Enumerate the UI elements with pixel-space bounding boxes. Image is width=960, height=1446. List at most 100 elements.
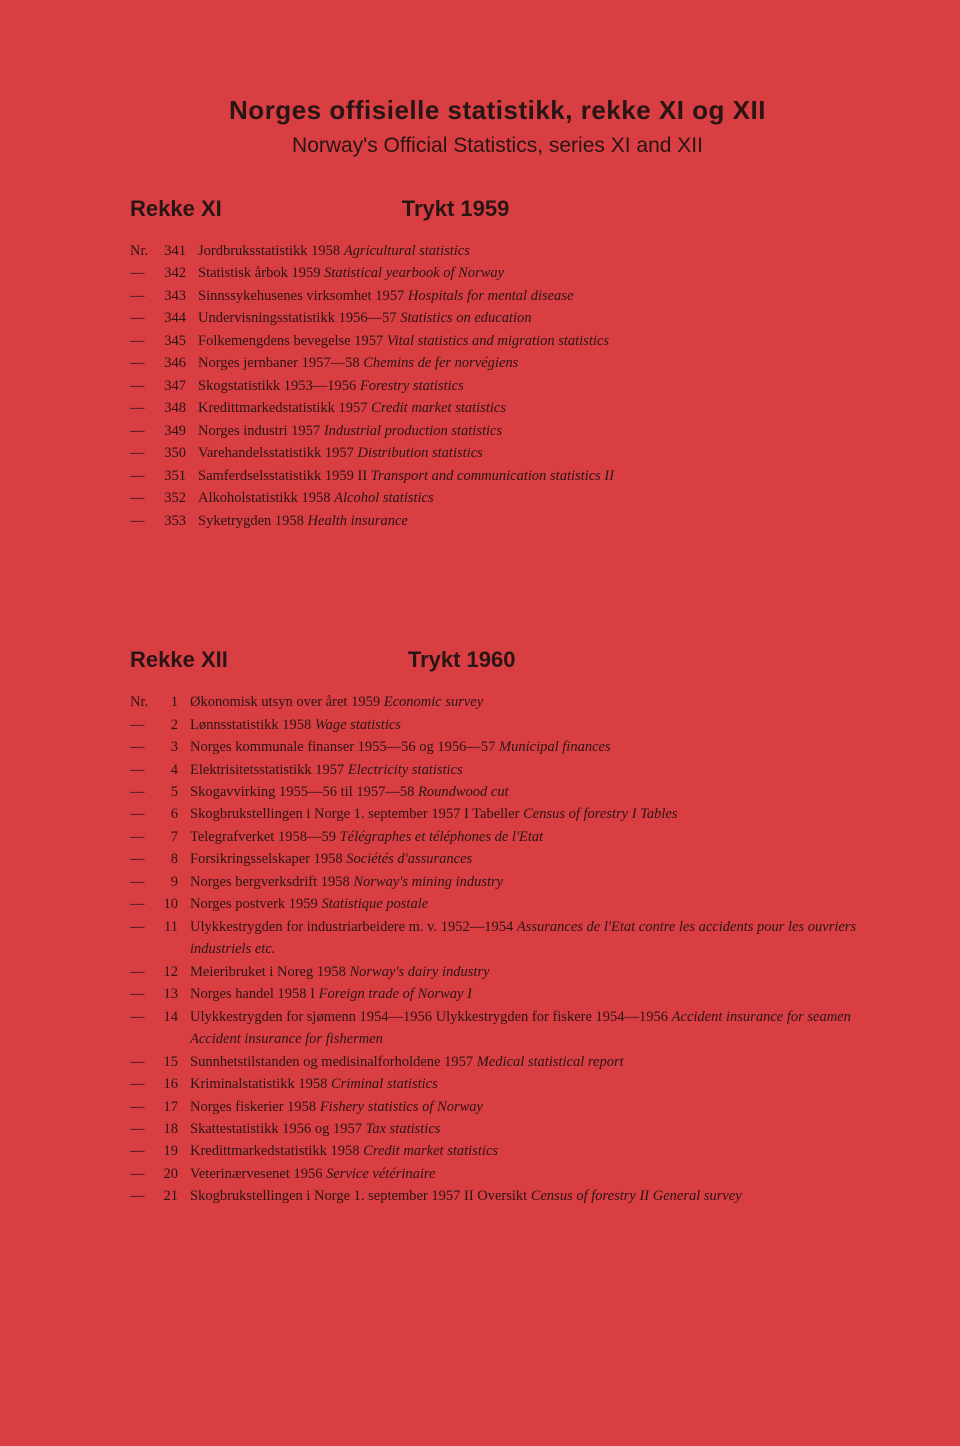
list-item: —8Forsikringsselskaper 1958 Sociétés d'a… [130, 848, 865, 870]
list-item: —346Norges jernbaner 1957—58 Chemins de … [130, 352, 865, 374]
entry-italic: Industrial production statistics [324, 423, 502, 439]
entry-italic: Census of forestry I Tables [523, 806, 677, 822]
series-xii-list: Nr.1Økonomisk utsyn over året 1959 Econo… [130, 691, 865, 1208]
entry-text: Ulykkestrygden for sjømenn 1954—1956 Uly… [190, 1006, 865, 1051]
list-item: —10Norges postverk 1959 Statistique post… [130, 893, 865, 915]
entry-text: Statistisk årbok 1959 Statistical yearbo… [198, 262, 865, 284]
entry-text: Forsikringsselskaper 1958 Sociétés d'ass… [190, 848, 865, 870]
entry-number: 9 [160, 871, 190, 893]
entry-prefix: — [130, 826, 160, 848]
entry-prefix: — [130, 1006, 160, 1028]
list-item: —3Norges kommunale finanser 1955—56 og 1… [130, 736, 865, 758]
entry-italic: Chemins de fer norvégiens [363, 355, 518, 371]
entry-text: Lønnsstatistikk 1958 Wage statistics [190, 714, 865, 736]
entry-number: 5 [160, 781, 190, 803]
list-item: —352Alkoholstatistikk 1958 Alcohol stati… [130, 487, 865, 509]
list-item: —349Norges industri 1957 Industrial prod… [130, 420, 865, 442]
entry-number: 349 [160, 420, 198, 442]
list-item: —344Undervisningsstatistikk 1956—57 Stat… [130, 307, 865, 329]
list-item: —6Skogbrukstellingen i Norge 1. septembe… [130, 803, 865, 825]
entry-italic: Télégraphes et téléphones de l'Etat [340, 829, 544, 845]
list-item: —18Skattestatistikk 1956 og 1957 Tax sta… [130, 1118, 865, 1140]
entry-text: Norges postverk 1959 Statistique postale [190, 893, 865, 915]
entry-number: 341 [160, 240, 198, 262]
list-item: —14Ulykkestrygden for sjømenn 1954—1956 … [130, 1006, 865, 1051]
entry-number: 2 [160, 714, 190, 736]
entry-italic: Criminal statistics [331, 1076, 438, 1092]
entry-number: 11 [160, 916, 190, 938]
list-item: Nr.341Jordbruksstatistikk 1958 Agricultu… [130, 240, 865, 262]
entry-italic: Vital statistics and migration statistic… [387, 333, 609, 349]
entry-italic: Statistics on education [400, 310, 531, 326]
entry-italic: Statistical yearbook of Norway [324, 265, 504, 281]
entry-italic: Sociétés d'assurances [346, 851, 472, 867]
entry-number: 4 [160, 759, 190, 781]
entry-italic: Municipal finances [499, 739, 611, 755]
entry-number: 346 [160, 352, 198, 374]
page-container: Norges offisielle statistikk, rekke XI o… [130, 95, 865, 1208]
entry-prefix: — [130, 781, 160, 803]
entry-text: Kriminalstatistikk 1958 Criminal statist… [190, 1073, 865, 1095]
entry-prefix: — [130, 1073, 160, 1095]
entry-italic: Credit market statistics [363, 1143, 498, 1159]
entry-text: Undervisningsstatistikk 1956—57 Statisti… [198, 307, 865, 329]
entry-prefix: — [130, 871, 160, 893]
entry-italic: Census of forestry II General survey [531, 1188, 742, 1204]
entry-text: Norges kommunale finanser 1955—56 og 195… [190, 736, 865, 758]
entry-italic: Medical statistical report [477, 1054, 624, 1070]
entry-text: Norges jernbaner 1957—58 Chemins de fer … [198, 352, 865, 374]
entry-prefix: — [130, 330, 160, 352]
entry-prefix: — [130, 375, 160, 397]
entry-italic: Agricultural statistics [344, 243, 470, 259]
entry-number: 17 [160, 1096, 190, 1118]
entry-text: Sinnssykehusenes virksomhet 1957 Hospita… [198, 285, 865, 307]
entry-italic: Transport and communication statistics I… [371, 468, 614, 484]
entry-italic: Hospitals for mental disease [408, 288, 574, 304]
entry-prefix: — [130, 961, 160, 983]
entry-italic: Wage statistics [315, 717, 401, 733]
entry-prefix: — [130, 465, 160, 487]
series-xi-header: Rekke XI Trykt 1959 [130, 196, 865, 222]
entry-text: Skogbrukstellingen i Norge 1. september … [190, 803, 865, 825]
entry-prefix: — [130, 1185, 160, 1207]
entry-number: 3 [160, 736, 190, 758]
entry-prefix: — [130, 285, 160, 307]
entry-number: 348 [160, 397, 198, 419]
list-item: Nr.1Økonomisk utsyn over året 1959 Econo… [130, 691, 865, 713]
entry-prefix: — [130, 759, 160, 781]
series-xii-label: Rekke XII [130, 647, 228, 673]
entry-number: 8 [160, 848, 190, 870]
list-item: —17Norges fiskerier 1958 Fishery statist… [130, 1096, 865, 1118]
entry-text: Varehandelsstatistikk 1957 Distribution … [198, 442, 865, 464]
entry-text: Sunnhetstilstanden og medisinalforholden… [190, 1051, 865, 1073]
entry-prefix: — [130, 352, 160, 374]
list-item: —16Kriminalstatistikk 1958 Criminal stat… [130, 1073, 865, 1095]
entry-prefix: — [130, 307, 160, 329]
entry-number: 21 [160, 1185, 190, 1207]
entry-text: Telegrafverket 1958—59 Télégraphes et té… [190, 826, 865, 848]
entry-prefix: — [130, 848, 160, 870]
entry-prefix: Nr. [130, 240, 160, 262]
entry-text: Samferdselsstatistikk 1959 II Transport … [198, 465, 865, 487]
entry-prefix: — [130, 487, 160, 509]
entry-prefix: — [130, 736, 160, 758]
entry-prefix: — [130, 1140, 160, 1162]
entry-text: Norges handel 1958 I Foreign trade of No… [190, 983, 865, 1005]
entry-prefix: — [130, 714, 160, 736]
entry-number: 20 [160, 1163, 190, 1185]
list-item: —348Kredittmarkedstatistikk 1957 Credit … [130, 397, 865, 419]
entry-number: 342 [160, 262, 198, 284]
entry-italic: Assurances de l'Etat contre les accident… [190, 919, 856, 957]
entry-prefix: — [130, 397, 160, 419]
entry-italic: Norway's mining industry [353, 874, 503, 890]
list-item: —7Telegrafverket 1958—59 Télégraphes et … [130, 826, 865, 848]
entry-prefix: — [130, 803, 160, 825]
entry-number: 344 [160, 307, 198, 329]
entry-italic: Tax statistics [366, 1121, 441, 1137]
series-xi-label: Rekke XI [130, 196, 222, 222]
entry-prefix: — [130, 1118, 160, 1140]
list-item: —9Norges bergverksdrift 1958 Norway's mi… [130, 871, 865, 893]
entry-italic: Foreign trade of Norway I [319, 986, 472, 1002]
entry-text: Kredittmarkedstatistikk 1958 Credit mark… [190, 1140, 865, 1162]
entry-text: Økonomisk utsyn over året 1959 Economic … [190, 691, 865, 713]
